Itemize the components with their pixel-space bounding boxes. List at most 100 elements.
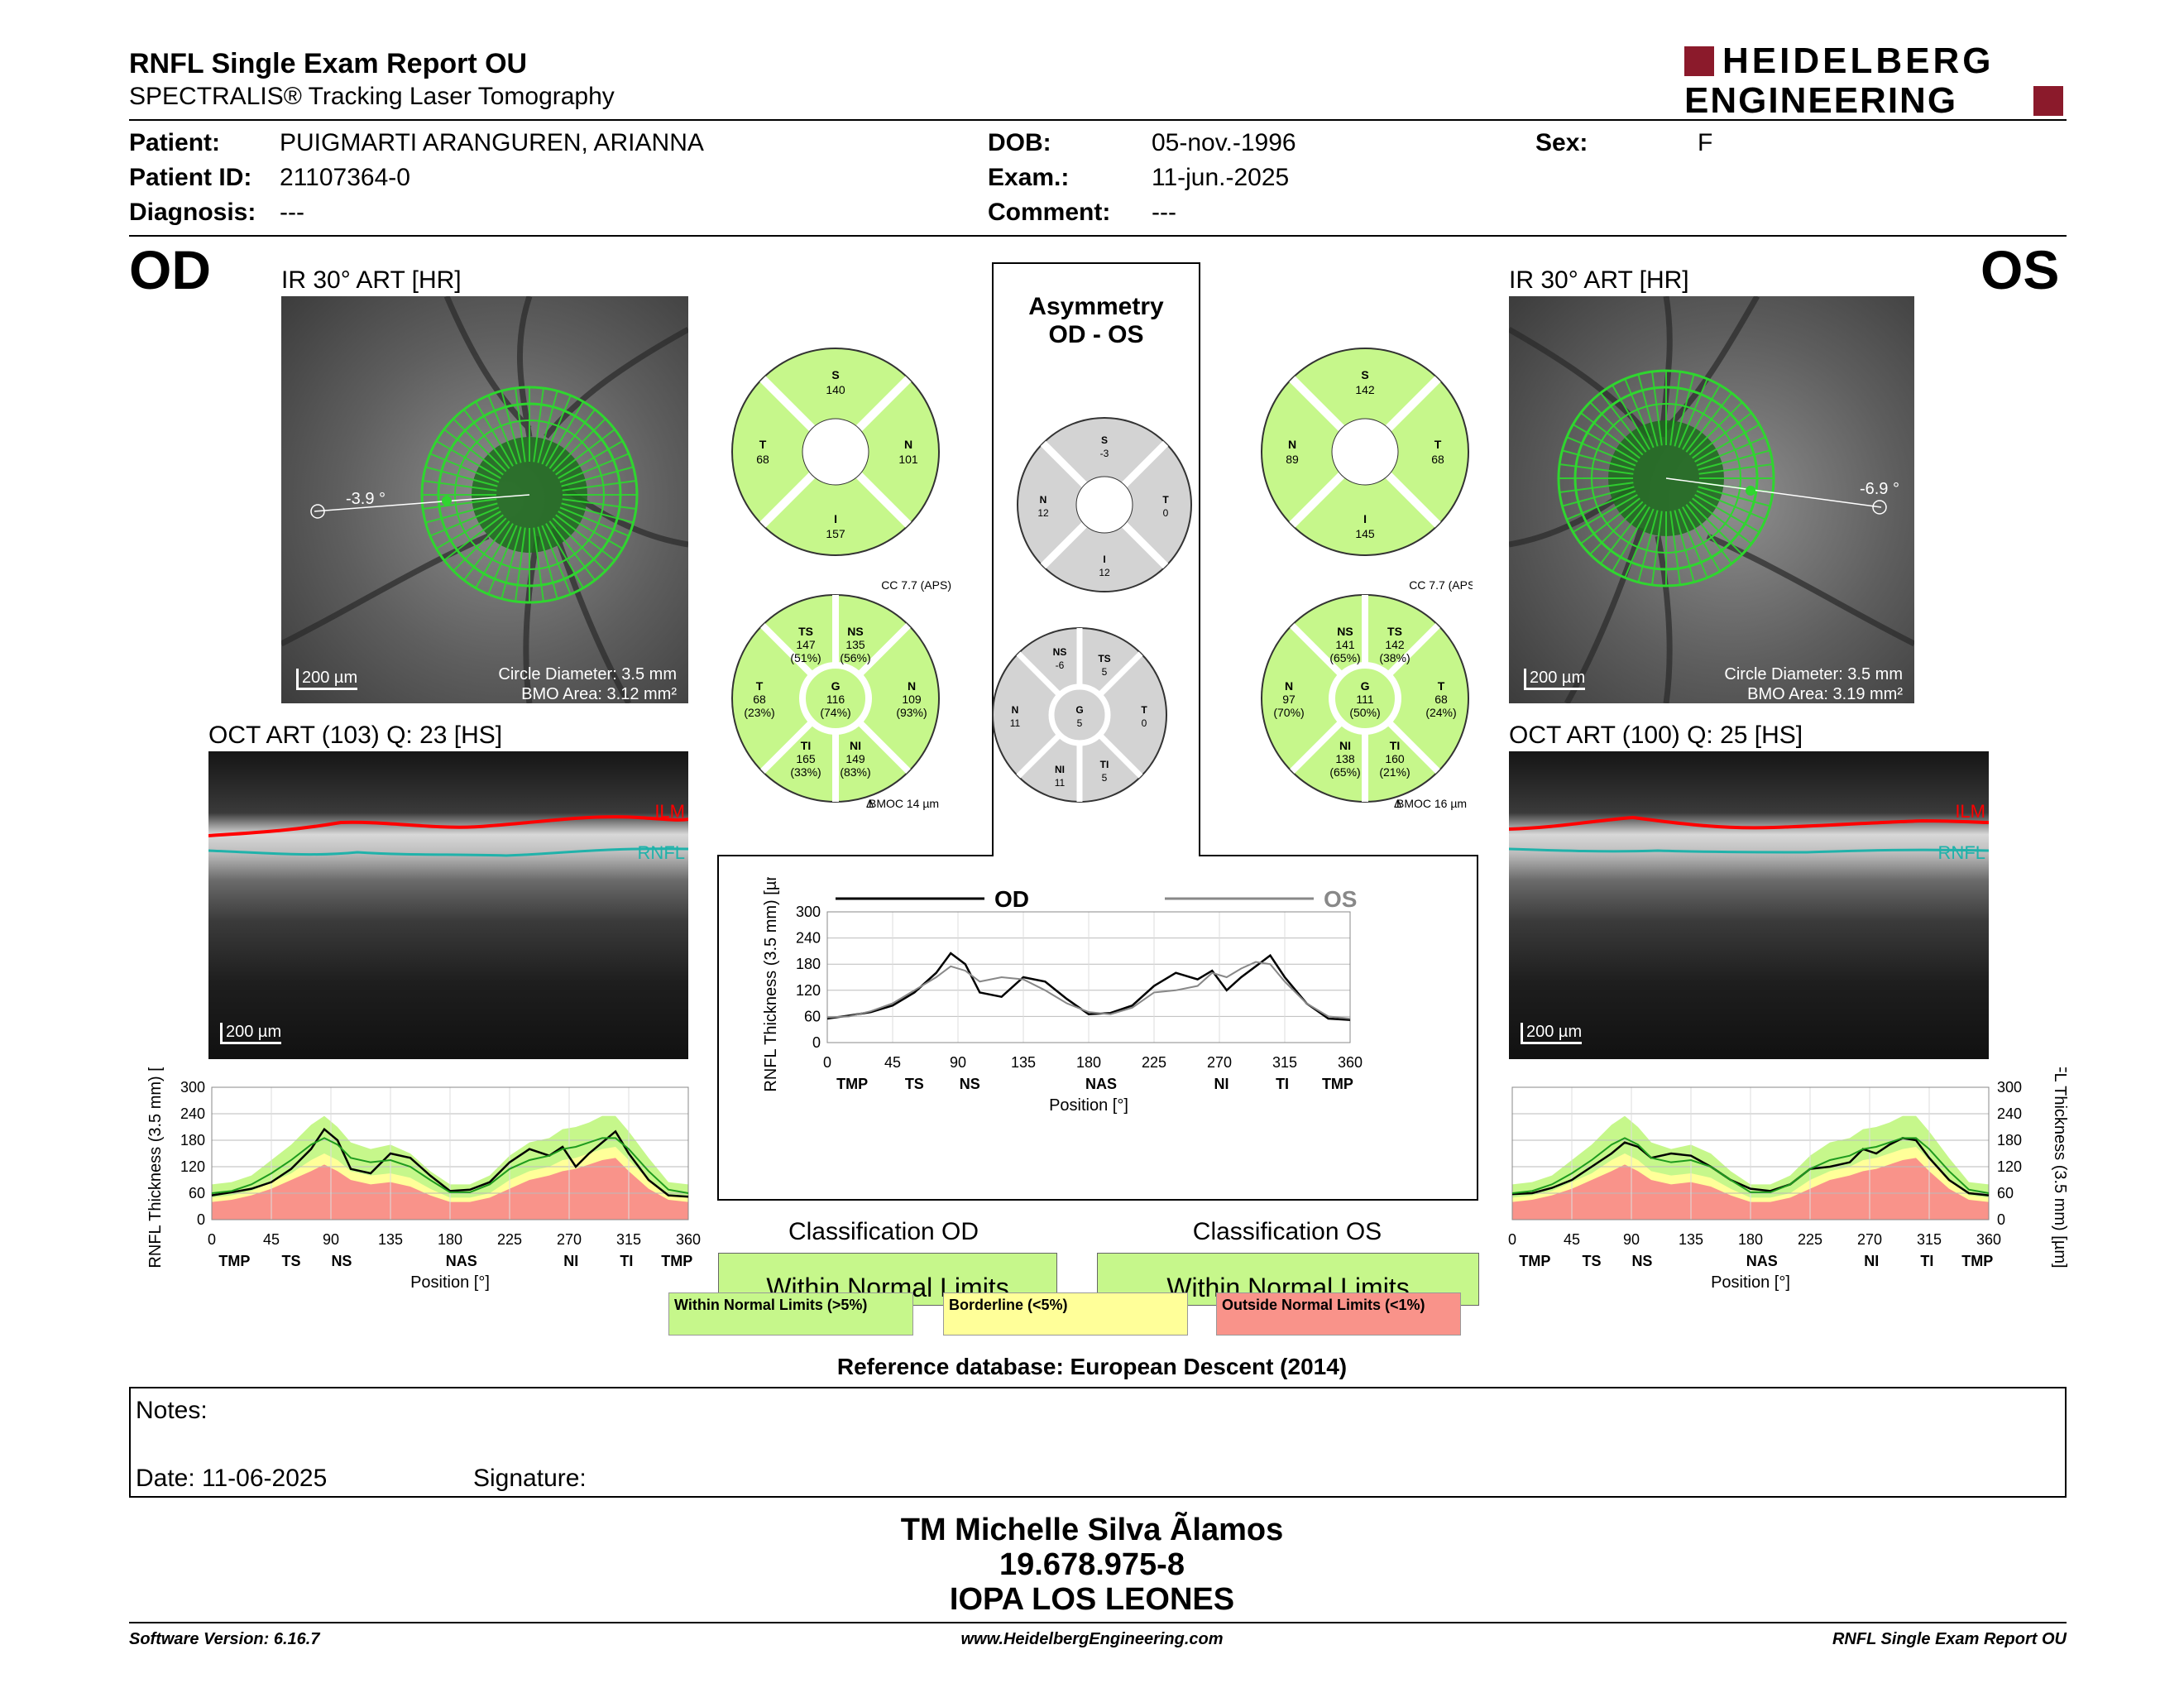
od-ir-image[interactable]: -3.9 ° 200 µm Circle Diameter: 3.5 mm BM… [281,296,688,703]
sector-label: NI [1864,1253,1879,1269]
signoff-name: TM Michelle Silva Ãlamos [900,1513,1284,1547]
scan-spoke [1600,392,1647,453]
sector-label: TI [1276,1076,1289,1092]
svg-text:(93%): (93%) [896,706,927,719]
center-panel-border [717,262,1478,1201]
diagnosis-value: --- [280,199,304,226]
os-ir-image[interactable]: -6.9 ° 200 µm Circle Diameter: 3.5 mm BM… [1509,296,1914,703]
dob-value: 05-nov.-1996 [1152,129,1296,156]
exam-value: 11-jun.-2025 [1152,164,1290,191]
svg-text:NS: NS [847,625,863,638]
scan-spoke [561,466,634,487]
os-oct-image[interactable]: ILM RNFL 200 µm [1509,751,1989,1059]
svg-text:∆: ∆ [866,797,874,810]
combined-chart: OD OS 0 60 120 180 240 300 0 45 90 135 180 225 270 31… [762,877,1363,1115]
scan-spoke [1674,510,1695,583]
classification-od-title: Classification OD [788,1218,979,1245]
os-profile-chart: 0 60 120 180 240 300 0 45 90 135 180 225 270 315 360 TM… [1508,1067,2068,1292]
footer-website[interactable]: www.HeidelbergEngineering.com [960,1630,1224,1648]
scan-spoke [425,502,498,524]
scan-spoke [541,395,572,465]
scan-spoke [1685,392,1732,453]
scan-spoke [1698,449,1770,471]
series-line-os [1511,1137,1990,1196]
od-bmo-area: BMO Area: 3.12 mm² [521,685,677,703]
svg-text:141: 141 [1335,638,1355,651]
svg-text:∆: ∆ [1394,797,1401,810]
sector-label: TS [1582,1253,1601,1269]
series-line-normative [211,1137,689,1194]
os-oct-title: OCT ART (100) Q: 25 [HS] [1509,722,1803,749]
y-tick-label: 60 [189,1185,205,1201]
scan-spoke [537,526,558,599]
scan-spoke [422,480,497,492]
plot-frame [826,911,1351,1043]
svg-text:160: 160 [1385,752,1405,765]
scan-spoke [1580,497,1640,544]
scan-spoke [487,525,518,595]
svg-text:89: 89 [1286,453,1299,466]
notes-box[interactable]: Notes: Date: 11-06-2025 Signature: [129,1387,2067,1498]
scan-spoke [1694,494,1760,533]
sector-label: TI [1920,1253,1933,1269]
od-ir-scale: 200 µm [296,669,358,690]
svg-text:S: S [831,368,839,381]
scan-spoke [1589,401,1644,456]
scan-spoke [555,429,615,476]
scan-spoke [1572,494,1638,533]
scan-spoke [1651,511,1663,586]
svg-text:116: 116 [826,693,845,706]
scan-spoke [1637,510,1659,583]
od-profile-chart: 0 60 120 180 240 300 0 45 90 135 180 225 270 315 360 TM… [146,1067,701,1292]
svg-text:111: 111 [1356,693,1373,706]
od-oct-image[interactable]: ILM RNFL 200 µm [208,751,688,1059]
sector-label: NAS [1085,1076,1117,1092]
legend-borderline: Borderline (<5%) [943,1292,1188,1336]
sex-label: Sex: [1535,129,1588,156]
sector-label: NS [331,1253,352,1269]
os-rnfl-label: RNFL [1937,842,1985,863]
scan-spoke [1669,511,1681,586]
os-eye-label: OS [1980,239,2060,300]
x-tick-label: 90 [323,1231,339,1248]
y-tick-label: 120 [796,982,821,999]
os-bmo-area: BMO Area: 3.19 mm² [1747,685,1903,703]
svg-text:0: 0 [1163,507,1169,519]
scan-spoke [515,387,526,463]
os-oct-scale: 200 µm [1521,1023,1583,1044]
svg-text:T: T [1162,494,1169,506]
svg-text:N: N [1288,438,1296,451]
svg-text:109: 109 [902,693,922,706]
svg-text:T: T [1434,438,1442,451]
scan-spoke [500,526,522,599]
legend-normal: Within Normal Limits (>5%) [668,1292,913,1336]
svg-text:NS: NS [1337,625,1353,638]
y-axis-label: RNFL Thickness (3.5 mm) [µm] [2051,1067,2068,1268]
scan-spoke [1562,486,1635,507]
signature-label: Signature: [473,1465,587,1492]
scan-spoke [443,514,504,561]
svg-text:135: 135 [845,638,865,651]
svg-text:(74%): (74%) [820,706,850,719]
scan-spoke [1600,504,1647,564]
scan-spoke [1696,490,1766,520]
classification-os-title: Classification OS [1192,1218,1382,1245]
od-i4-value: 157 [826,527,845,540]
svg-text:5: 5 [1102,772,1108,784]
svg-text:(70%): (70%) [1273,706,1304,719]
svg-text:(51%): (51%) [790,651,821,664]
sex-value: F [1698,129,1713,156]
od-fundus-overlay [281,296,688,703]
x-tick-label: 180 [1076,1054,1101,1071]
sector-label: TMP [1322,1076,1353,1092]
y-tick-label: 180 [796,956,821,972]
scan-spoke [463,520,510,581]
x-tick-label: 90 [950,1054,966,1071]
y-tick-label: 120 [180,1158,205,1175]
patient-id-label: Patient ID: [129,164,252,191]
sector-diagrams: S 140 T 68 N 101 I 157 S -3 N 12 T 0 I 1… [731,348,1473,810]
scan-spoke [1678,508,1708,578]
svg-text:T: T [1141,704,1147,716]
scan-spoke [545,400,584,467]
notes-label: Notes: [136,1397,208,1424]
